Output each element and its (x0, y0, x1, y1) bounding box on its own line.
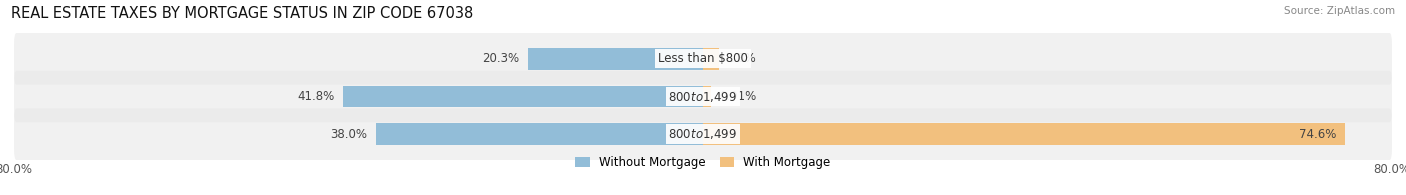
Bar (375, 123, 703, 145)
Text: 0.91%: 0.91% (720, 90, 756, 103)
FancyBboxPatch shape (14, 33, 1392, 85)
FancyBboxPatch shape (14, 108, 1392, 160)
Legend: Without Mortgage, With Mortgage: Without Mortgage, With Mortgage (575, 156, 831, 169)
Text: $800 to $1,499: $800 to $1,499 (668, 90, 738, 104)
Bar (529, 48, 703, 70)
Text: Less than $800: Less than $800 (658, 52, 748, 65)
Text: 38.0%: 38.0% (330, 128, 367, 141)
Text: $800 to $1,499: $800 to $1,499 (668, 127, 738, 141)
Text: 1.8%: 1.8% (727, 52, 756, 65)
Text: Source: ZipAtlas.com: Source: ZipAtlas.com (1284, 6, 1395, 16)
Text: REAL ESTATE TAXES BY MORTGAGE STATUS IN ZIP CODE 67038: REAL ESTATE TAXES BY MORTGAGE STATUS IN … (11, 6, 474, 21)
Bar (343, 86, 703, 107)
FancyBboxPatch shape (14, 71, 1392, 122)
Text: 74.6%: 74.6% (1299, 128, 1337, 141)
Bar (703, 48, 718, 70)
Bar (703, 123, 1346, 145)
Bar (703, 86, 711, 107)
Text: 20.3%: 20.3% (482, 52, 520, 65)
Text: 41.8%: 41.8% (297, 90, 335, 103)
